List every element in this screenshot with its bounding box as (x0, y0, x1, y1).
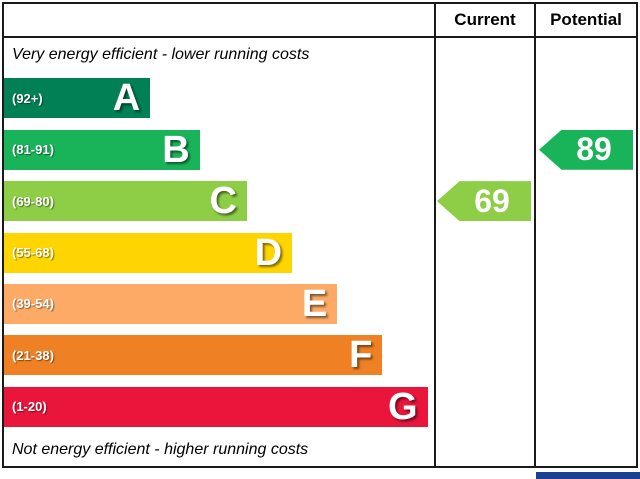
band-range-label: (1-20) (12, 399, 47, 415)
band-row-a: (92+) A (4, 77, 434, 120)
band-row-b: (81-91) B (4, 128, 434, 171)
band-bar-c: (69-80) C (4, 180, 247, 223)
band-letter: D (254, 231, 283, 274)
band-bar-f: (21-38) F (4, 334, 383, 377)
current-rating-arrow: 69 (437, 181, 531, 222)
band-row-d: (55-68) D (4, 231, 434, 274)
potential-rating-arrow: 89 (539, 129, 633, 170)
band-letter: B (162, 128, 190, 171)
current-column-header: Current (436, 4, 534, 38)
band-row-c: (69-80) C (4, 180, 434, 223)
band-bar-g: (1-20) G (4, 385, 428, 428)
band-row-g: (1-20) G (4, 385, 434, 428)
band-letter: A (112, 77, 141, 120)
band-range-label: (92+) (12, 90, 43, 106)
caption-top: Very energy efficient - lower running co… (12, 46, 310, 63)
potential-column-header: Potential (536, 4, 636, 38)
band-bar-a: (92+) A (4, 77, 151, 120)
band-range-label: (39-54) (12, 296, 54, 312)
caption-bottom: Not energy efficient - higher running co… (12, 441, 309, 458)
band-letter: F (349, 334, 373, 377)
empty-header-cell (4, 4, 434, 38)
band-range-label: (21-38) (12, 347, 54, 363)
current-column: Current (434, 4, 534, 466)
footer-accent-bar (536, 472, 640, 479)
band-bar-b: (81-91) B (4, 128, 200, 171)
potential-rating-value: 89 (576, 131, 612, 168)
chart-frame: Very energy efficient - lower running co… (2, 2, 638, 468)
bands-column: Very energy efficient - lower running co… (4, 4, 434, 466)
band-letter: G (387, 385, 418, 428)
band-range-label: (69-80) (12, 193, 54, 209)
band-bar-e: (39-54) E (4, 282, 338, 325)
band-range-label: (81-91) (12, 142, 54, 158)
current-rating-value: 69 (474, 182, 510, 219)
band-bar-d: (55-68) D (4, 231, 293, 274)
bands-body: Very energy efficient - lower running co… (4, 38, 434, 466)
band-letter: C (209, 180, 237, 223)
band-row-f: (21-38) F (4, 334, 434, 377)
band-range-label: (55-68) (12, 245, 54, 260)
band-row-e: (39-54) E (4, 282, 434, 325)
bands: (92+) A (81-91) B (69-80) C (55-68) D (39-54) E (2… (4, 67, 434, 438)
band-letter: E (301, 282, 328, 325)
potential-column: Potential (534, 4, 636, 466)
